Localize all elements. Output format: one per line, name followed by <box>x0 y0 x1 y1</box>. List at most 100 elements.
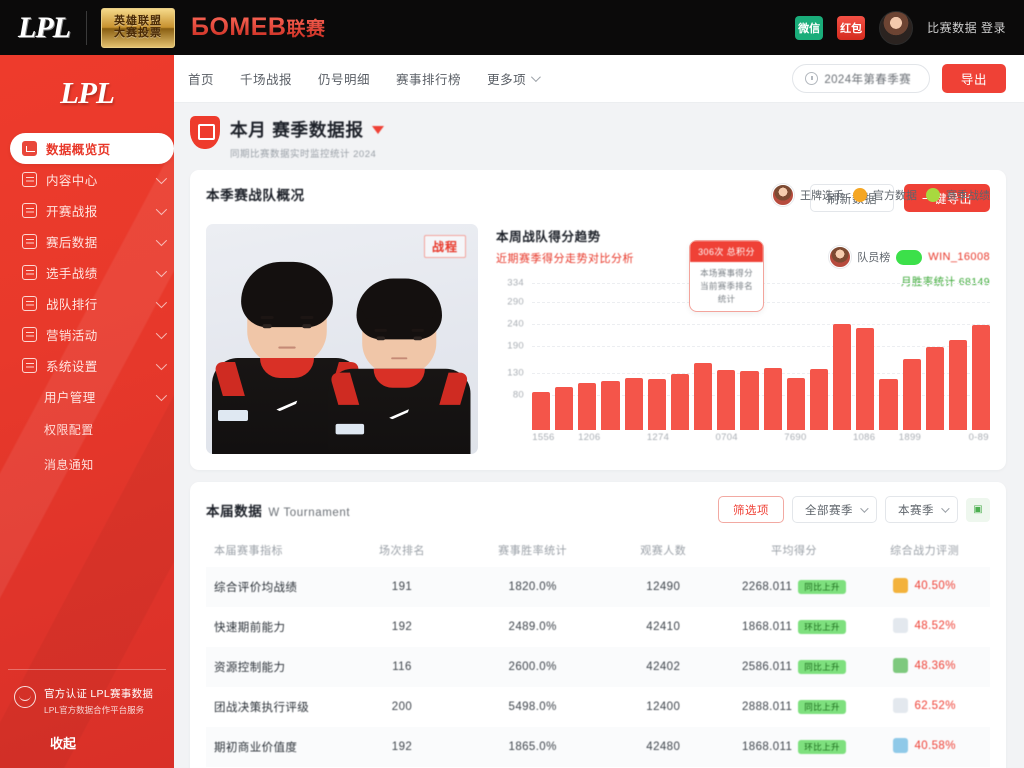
sidebar-item-report[interactable]: 开赛战报 <box>10 195 174 226</box>
cell-rank: 200 <box>391 701 413 713</box>
players-photo[interactable]: 战程 <box>206 224 478 454</box>
bar[interactable] <box>670 373 690 430</box>
sidebar-item-label: 营销活动 <box>46 329 98 343</box>
cell-winrate: 1865.0% <box>508 741 557 753</box>
chart-legend-secondary: 队员榜 WIN_16008 月胜率统计 68149 <box>829 246 990 289</box>
bar[interactable] <box>694 362 713 430</box>
column-header-power[interactable]: 综合战力评测 <box>890 545 960 557</box>
player-head <box>241 261 333 365</box>
sidebar-item-player[interactable]: 选手战绩 <box>10 257 174 288</box>
user-avatar[interactable] <box>879 10 914 45</box>
legend-secondary-row[interactable]: 队员榜 WIN_16008 <box>829 246 990 268</box>
tab-leaderboard[interactable]: 赛事排行榜 <box>396 69 461 88</box>
bar[interactable] <box>879 378 898 430</box>
grid-line <box>532 346 990 348</box>
tab-match-report[interactable]: 千场战报 <box>240 69 292 88</box>
sidebar-subitem-notifications[interactable]: 消息通知 <box>44 458 94 472</box>
sidebar-subitem-permissions[interactable]: 权限配置 <box>44 423 94 437</box>
gold-badge[interactable]: 英雄联盟 大赛投票 <box>100 7 175 48</box>
page-subtitle: 同期比赛数据实时监控统计 2024 <box>230 149 377 160</box>
refresh-button[interactable]: 刷新数据 <box>809 184 894 212</box>
legend-item-player[interactable]: 王牌选手 <box>772 184 844 206</box>
chevron-down-icon <box>155 265 168 277</box>
sidebar-item-dashboard[interactable]: 数据概览页 <box>10 133 174 164</box>
cell-viewers: 12400 <box>646 701 681 713</box>
bar[interactable] <box>902 359 921 430</box>
chart-tooltip: 306次 总积分 本场赛事得分 当前赛季排名统计 <box>689 240 764 313</box>
filter-button[interactable]: 筛选项 <box>718 496 784 523</box>
season-select-value: 2024年第春季赛 <box>824 73 911 86</box>
export-button[interactable]: 导出 <box>942 64 1006 93</box>
legend-item-season[interactable]: 赛季战绩 <box>926 187 990 203</box>
export-icon[interactable]: ▣ <box>966 497 990 522</box>
bar[interactable] <box>555 387 574 430</box>
page-title[interactable]: 本月 赛季数据报 <box>230 117 384 142</box>
lpl-logo-topbar[interactable]: LPL <box>18 10 71 44</box>
bar[interactable] <box>740 371 759 430</box>
sidebar-subitem-users[interactable]: 用户管理 <box>10 381 174 412</box>
column-header-rank[interactable]: 场次排名 <box>378 545 425 557</box>
player-brow <box>411 328 424 332</box>
table-row[interactable]: 综合评价均战绩 191 1820.0% 12490 2268.011 同比上升 40.50% <box>206 567 990 607</box>
lpl-logo-sidebar[interactable]: LPL <box>60 75 115 110</box>
wechat-icon[interactable]: 微信 <box>795 15 824 40</box>
tab-home[interactable]: 首页 <box>188 69 214 88</box>
bar[interactable] <box>647 378 666 430</box>
bar[interactable] <box>763 368 782 430</box>
table-row[interactable]: 快速期前能力 192 2489.0% 42410 1868.011 环比上升 48.52% <box>206 607 990 647</box>
season-filter-select[interactable]: 全部赛季 <box>792 496 877 523</box>
bar[interactable] <box>925 347 944 430</box>
bar[interactable] <box>532 392 551 430</box>
bar[interactable] <box>856 327 875 430</box>
bar[interactable] <box>948 339 967 430</box>
sidebar: LPL 数据概览页 内容中心 开赛战报 赛后数据 <box>0 55 174 768</box>
tab-label: 仍号明细 <box>318 73 371 87</box>
x-axis-tick <box>555 432 578 450</box>
sidebar-item-campaign[interactable]: 营销活动 <box>10 319 174 350</box>
tab-label: 更多项 <box>487 73 527 87</box>
chevron-down-icon <box>860 503 869 513</box>
table-header-row: 本届赛事指标 场次排名 赛事胜率统计 观赛人数 平均得分 综合战力评测 <box>206 533 990 567</box>
season-select[interactable]: 2024年第春季赛 <box>792 64 930 93</box>
tab-more[interactable]: 更多项 <box>487 69 541 88</box>
sidebar-item-settings[interactable]: 系统设置 <box>10 350 174 381</box>
legend-item-official[interactable]: 官方数据 <box>853 187 917 203</box>
bar[interactable] <box>601 380 620 430</box>
sidebar-item-rank[interactable]: 战队排行 <box>10 288 174 319</box>
column-header-viewers[interactable]: 观赛人数 <box>640 545 687 557</box>
column-header-metric[interactable]: 本届赛事指标 <box>214 545 283 557</box>
cell-power: 62.52% <box>859 687 990 727</box>
power-value-group: 48.36% <box>893 658 955 673</box>
user-name[interactable]: 比赛数据 登录 <box>927 21 1006 35</box>
table-row[interactable]: 期初商业价值度 192 1865.0% 42480 1868.011 环比上升 40.58% <box>206 727 990 767</box>
chevron-down-icon <box>155 389 168 401</box>
tab-details[interactable]: 仍号明细 <box>318 69 370 88</box>
sidebar-footer-subtitle: LPL官方数据合作平台服务 <box>44 705 145 715</box>
bar[interactable] <box>971 325 991 430</box>
bar[interactable] <box>578 383 597 430</box>
column-header-winrate[interactable]: 赛事胜率统计 <box>498 545 568 557</box>
period-filter-select[interactable]: 本赛季 <box>885 496 958 523</box>
power-percentage: 48.36% <box>914 659 956 672</box>
bar[interactable] <box>717 370 736 430</box>
bar[interactable] <box>786 378 805 430</box>
page-header-text: 本月 赛季数据报 同期比赛数据实时监控统计 2024 <box>230 116 384 160</box>
bar[interactable] <box>624 377 643 430</box>
main-area: 首页 千场战报 仍号明细 赛事排行榜 更多项 <box>174 55 1024 768</box>
table-row[interactable]: 团战决策执行评级 200 5498.0% 12400 2888.011 同比上升 62.52… <box>206 687 990 727</box>
bar[interactable] <box>833 323 852 430</box>
chevron-down-icon[interactable] <box>371 125 384 134</box>
sidebar-item-content[interactable]: 内容中心 <box>10 164 174 195</box>
player-brow <box>300 315 314 319</box>
sidebar-item-stats[interactable]: 赛后数据 <box>10 226 174 257</box>
body-layout: LPL 数据概览页 内容中心 开赛战报 赛后数据 <box>0 55 1024 768</box>
column-header-score[interactable]: 平均得分 <box>770 545 817 557</box>
x-axis-tick <box>921 432 944 450</box>
table-row[interactable]: 资源控制能力 116 2600.0% 42402 2586.011 同比上升 48.36% <box>206 647 990 687</box>
sidebar-footer-row: 官方认证 LPL赛事数据 LPL官方数据合作平台服务 <box>0 686 174 716</box>
chart-legend: 王牌选手 官方数据 赛季战绩 <box>772 184 990 206</box>
sidebar-collapse-button[interactable]: 收起 <box>49 735 76 751</box>
redpacket-icon[interactable]: 红包 <box>837 15 866 40</box>
tab-label: 千场战报 <box>240 73 293 87</box>
bar[interactable] <box>809 368 829 430</box>
